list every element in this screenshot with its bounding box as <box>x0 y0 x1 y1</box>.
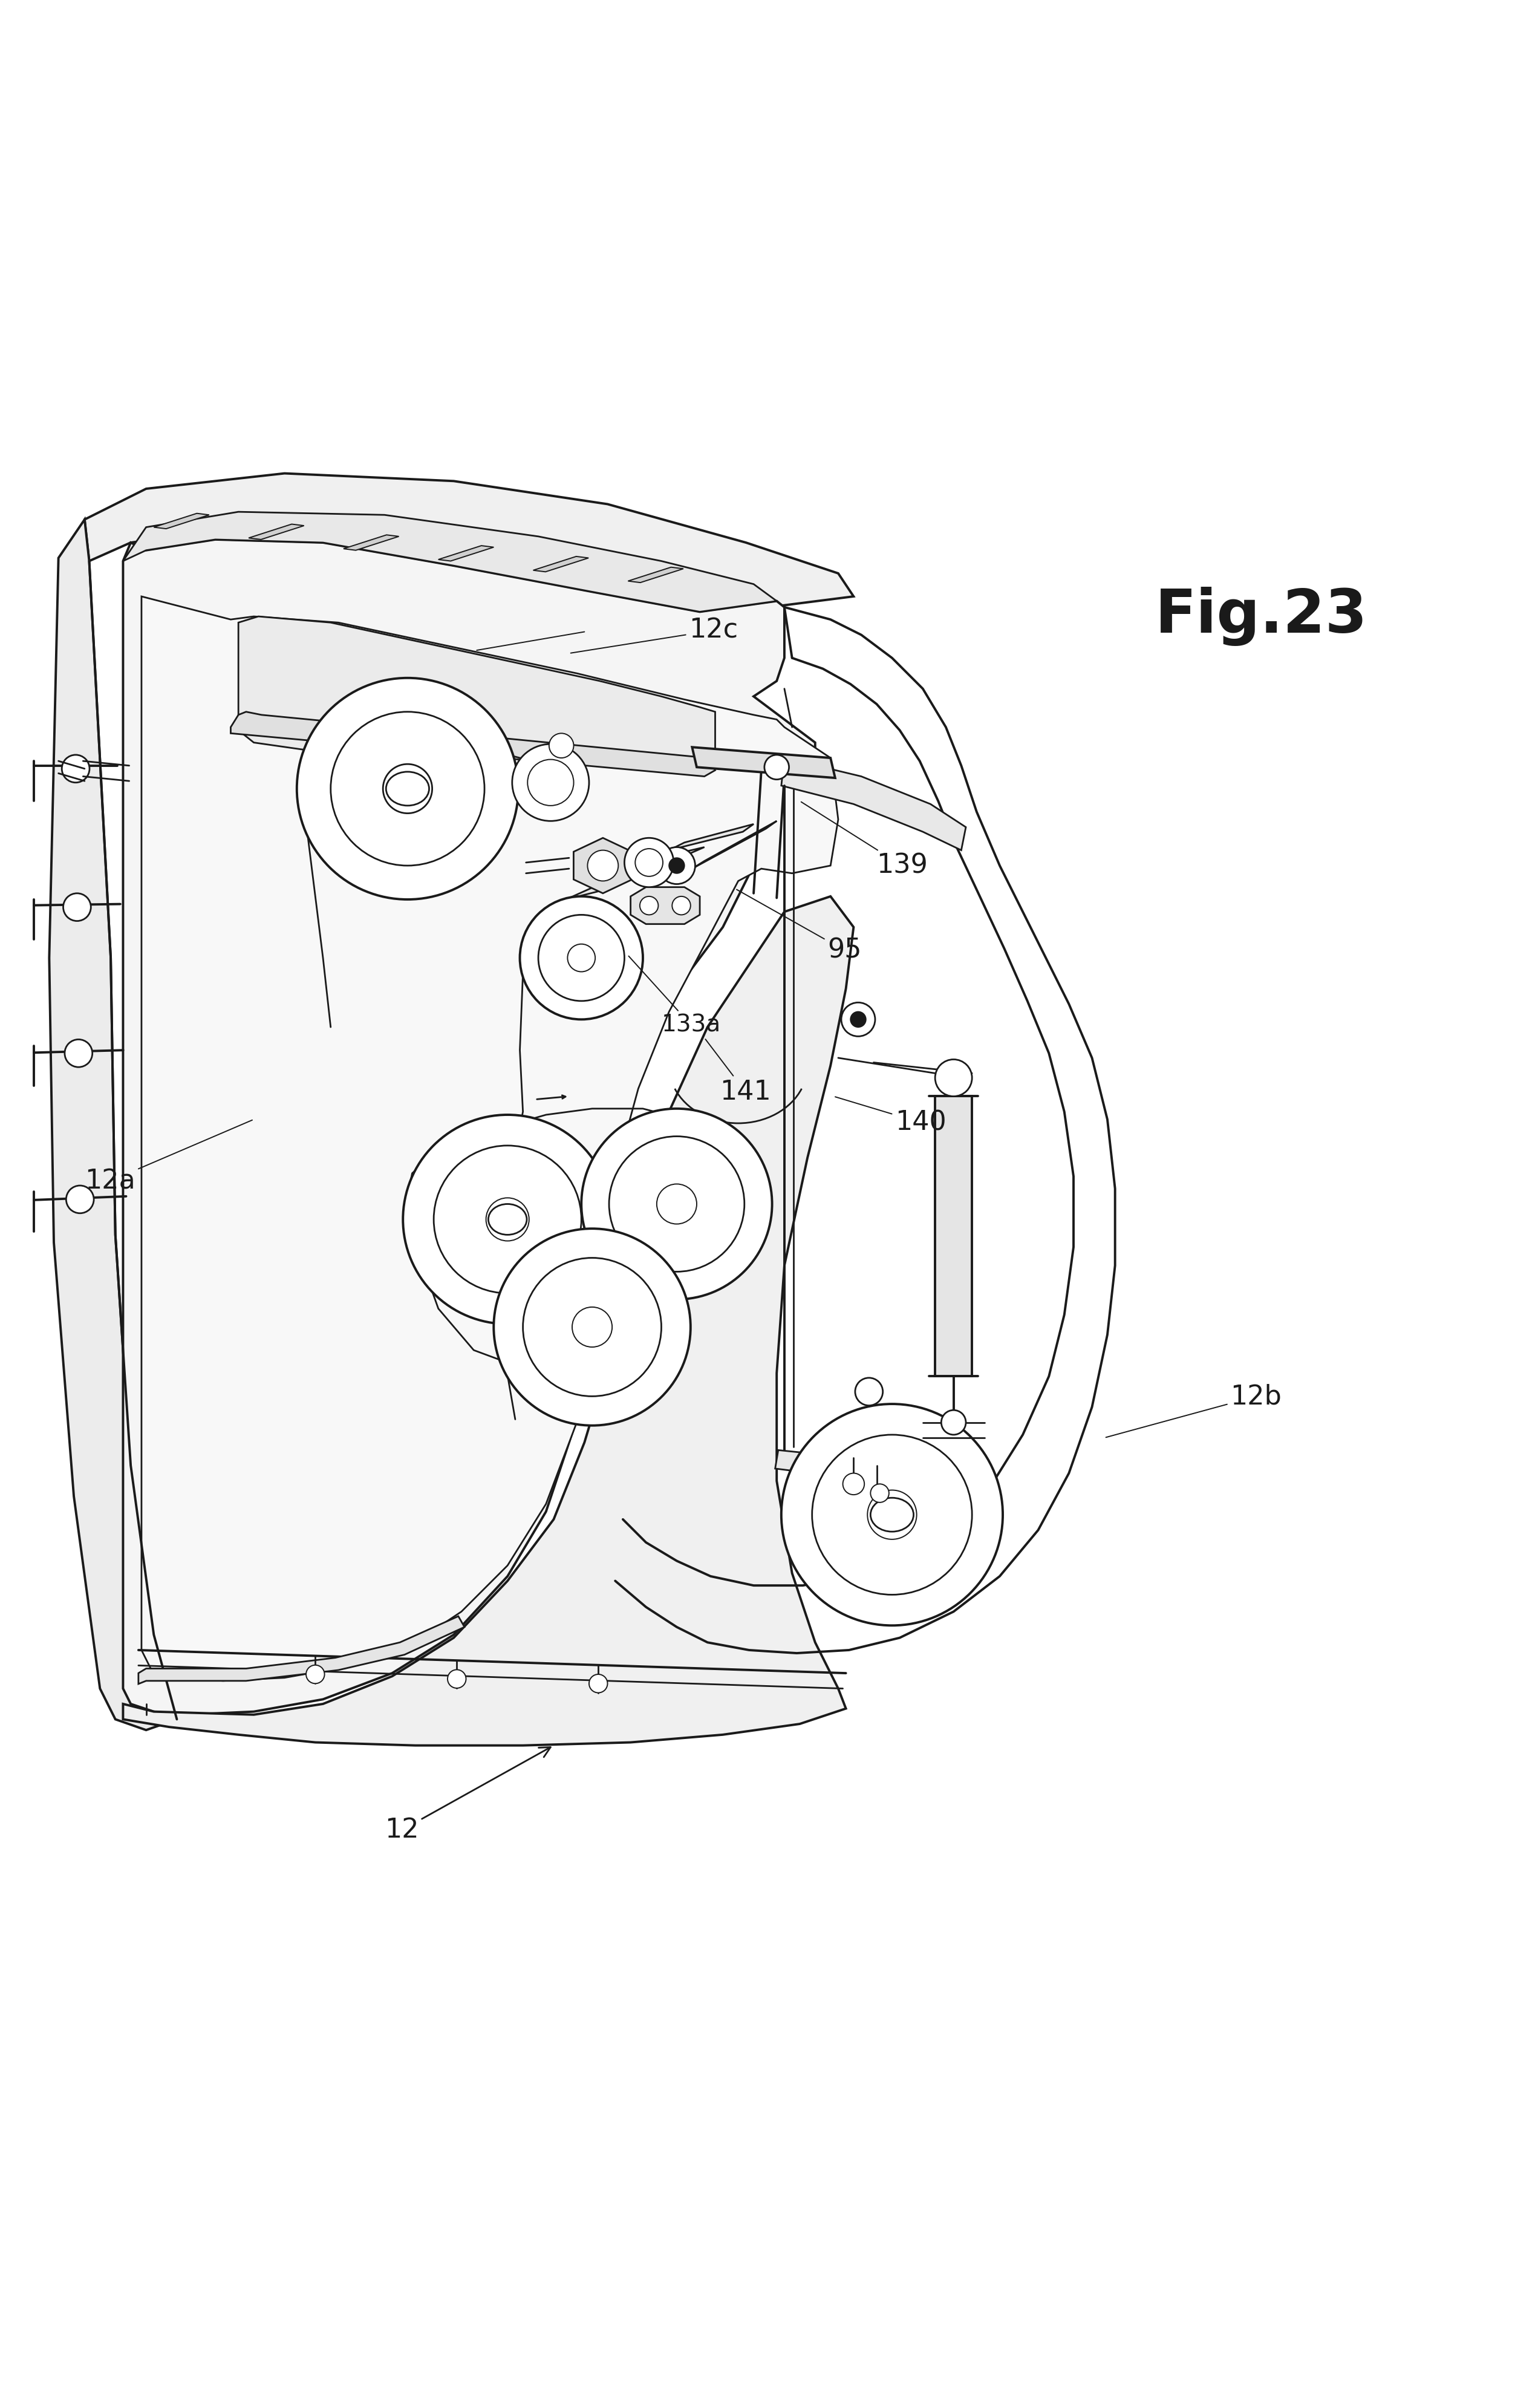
Polygon shape <box>343 535 398 551</box>
Ellipse shape <box>386 773 429 807</box>
Polygon shape <box>781 759 966 850</box>
Polygon shape <box>238 616 715 771</box>
Circle shape <box>669 857 684 874</box>
Polygon shape <box>438 547 494 561</box>
Circle shape <box>549 734 574 759</box>
Text: 140: 140 <box>835 1096 946 1137</box>
Polygon shape <box>775 1450 961 1500</box>
Circle shape <box>851 1011 866 1028</box>
Polygon shape <box>138 1616 464 1683</box>
Circle shape <box>523 1257 661 1397</box>
Circle shape <box>658 848 695 884</box>
Circle shape <box>486 1197 529 1240</box>
Text: 12c: 12c <box>571 616 738 653</box>
Circle shape <box>764 754 789 780</box>
Circle shape <box>528 759 574 807</box>
Polygon shape <box>692 746 835 778</box>
Circle shape <box>935 1060 972 1096</box>
Polygon shape <box>85 474 854 607</box>
Polygon shape <box>123 896 854 1746</box>
Circle shape <box>494 1228 691 1426</box>
Circle shape <box>65 1040 92 1067</box>
Text: Fig.23: Fig.23 <box>1155 588 1367 645</box>
Circle shape <box>941 1411 966 1435</box>
Text: 141: 141 <box>706 1040 771 1105</box>
Polygon shape <box>935 1096 972 1377</box>
Circle shape <box>867 1491 917 1539</box>
Text: 133a: 133a <box>629 956 721 1035</box>
Polygon shape <box>534 556 589 571</box>
Circle shape <box>306 1664 325 1683</box>
Circle shape <box>624 838 674 886</box>
Circle shape <box>581 1108 772 1300</box>
Circle shape <box>609 1137 744 1271</box>
Circle shape <box>572 1308 612 1346</box>
Circle shape <box>62 754 89 783</box>
Circle shape <box>520 896 643 1019</box>
Circle shape <box>568 944 595 973</box>
Text: 12a: 12a <box>85 1120 252 1194</box>
Polygon shape <box>141 597 838 1681</box>
Circle shape <box>781 1404 1003 1625</box>
Ellipse shape <box>489 1204 526 1235</box>
Text: 139: 139 <box>801 802 927 879</box>
Circle shape <box>855 1377 883 1406</box>
Circle shape <box>538 915 624 1002</box>
Circle shape <box>297 679 518 901</box>
Circle shape <box>403 1115 612 1324</box>
Circle shape <box>589 1674 608 1693</box>
Circle shape <box>843 1474 864 1495</box>
Circle shape <box>657 1185 697 1223</box>
Circle shape <box>448 1669 466 1688</box>
Polygon shape <box>249 525 305 539</box>
Text: 95: 95 <box>737 889 861 963</box>
Circle shape <box>66 1185 94 1214</box>
Circle shape <box>841 1002 875 1035</box>
Circle shape <box>871 1483 889 1503</box>
Circle shape <box>331 713 484 864</box>
Polygon shape <box>669 824 754 850</box>
Circle shape <box>812 1435 972 1594</box>
Circle shape <box>640 896 658 915</box>
Circle shape <box>588 850 618 881</box>
Circle shape <box>383 763 432 814</box>
Polygon shape <box>49 520 177 1729</box>
Polygon shape <box>566 848 704 901</box>
Text: 12b: 12b <box>1106 1385 1281 1438</box>
Ellipse shape <box>871 1498 914 1531</box>
Polygon shape <box>692 821 777 869</box>
Polygon shape <box>628 568 683 583</box>
Circle shape <box>434 1146 581 1293</box>
Polygon shape <box>123 513 777 612</box>
Circle shape <box>672 896 691 915</box>
Polygon shape <box>231 713 715 775</box>
Polygon shape <box>631 886 700 925</box>
Text: 12: 12 <box>384 1748 551 1842</box>
Polygon shape <box>123 539 815 1714</box>
Circle shape <box>63 893 91 920</box>
Circle shape <box>635 848 663 877</box>
Polygon shape <box>574 838 632 893</box>
Polygon shape <box>154 513 209 530</box>
Circle shape <box>512 744 589 821</box>
